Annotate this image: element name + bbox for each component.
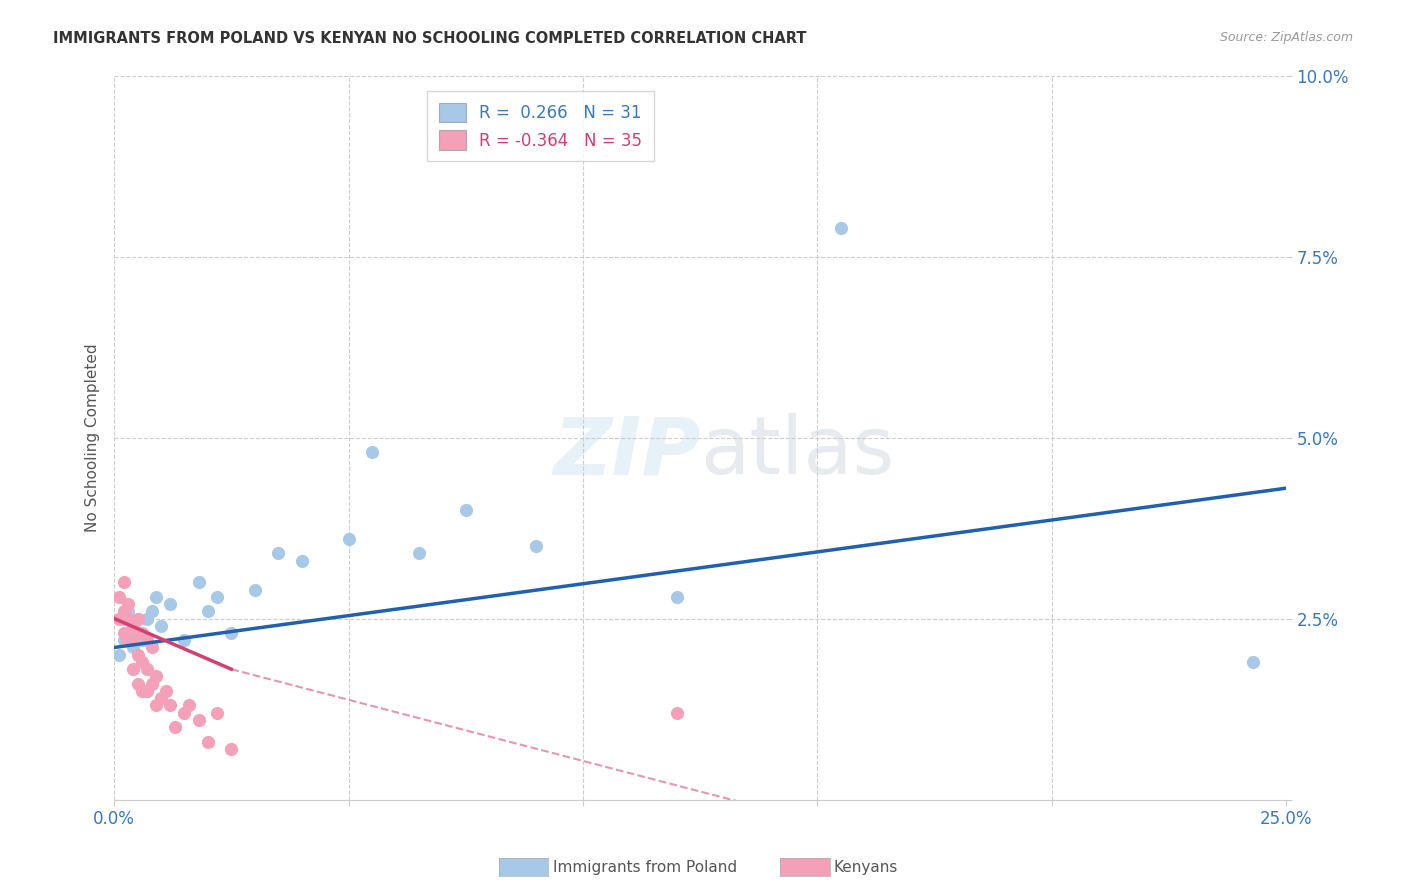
Point xyxy=(136,611,159,625)
Point xyxy=(408,546,430,560)
Point xyxy=(127,626,149,640)
Point xyxy=(179,698,201,713)
Point xyxy=(145,669,167,683)
Point xyxy=(122,633,145,648)
Point xyxy=(131,684,153,698)
Point xyxy=(112,626,135,640)
Point xyxy=(187,713,209,727)
Point xyxy=(1241,655,1264,669)
Point xyxy=(187,575,209,590)
Point xyxy=(150,619,173,633)
Text: ZIP: ZIP xyxy=(553,413,700,491)
Point xyxy=(207,706,229,720)
Point xyxy=(131,655,153,669)
Point xyxy=(155,684,177,698)
Point xyxy=(117,604,139,618)
Point xyxy=(197,604,219,618)
Point xyxy=(108,611,131,625)
Text: Immigrants from Poland: Immigrants from Poland xyxy=(553,861,737,875)
Point xyxy=(136,684,159,698)
Point xyxy=(141,640,163,655)
Point xyxy=(830,220,852,235)
Point xyxy=(117,626,139,640)
Y-axis label: No Schooling Completed: No Schooling Completed xyxy=(86,343,100,532)
Point xyxy=(108,590,131,604)
Point xyxy=(221,742,243,756)
Point xyxy=(122,619,145,633)
Text: Source: ZipAtlas.com: Source: ZipAtlas.com xyxy=(1219,31,1353,45)
Point xyxy=(207,590,229,604)
Point xyxy=(127,611,149,625)
Point xyxy=(221,626,243,640)
Point xyxy=(141,604,163,618)
Point xyxy=(173,706,195,720)
Point xyxy=(665,706,688,720)
Point xyxy=(112,575,135,590)
Point xyxy=(136,633,159,648)
Point xyxy=(127,611,149,625)
Point xyxy=(197,734,219,748)
Point xyxy=(136,662,159,676)
Point xyxy=(127,648,149,662)
Point xyxy=(145,698,167,713)
Point xyxy=(145,590,167,604)
Point xyxy=(524,539,547,553)
Text: Kenyans: Kenyans xyxy=(834,861,898,875)
Point xyxy=(117,611,139,625)
Text: IMMIGRANTS FROM POLAND VS KENYAN NO SCHOOLING COMPLETED CORRELATION CHART: IMMIGRANTS FROM POLAND VS KENYAN NO SCHO… xyxy=(53,31,807,46)
Point xyxy=(117,633,139,648)
Point xyxy=(112,611,135,625)
Point xyxy=(665,590,688,604)
Point xyxy=(141,676,163,690)
Point xyxy=(267,546,290,560)
Point xyxy=(131,626,153,640)
Point xyxy=(361,445,384,459)
Point xyxy=(108,648,131,662)
Point xyxy=(122,662,145,676)
Point xyxy=(150,691,173,706)
Legend: R =  0.266   N = 31, R = -0.364   N = 35: R = 0.266 N = 31, R = -0.364 N = 35 xyxy=(427,91,654,161)
Point xyxy=(291,553,314,567)
Point xyxy=(337,532,360,546)
Point xyxy=(454,503,477,517)
Point xyxy=(122,640,145,655)
Point xyxy=(112,604,135,618)
Point xyxy=(117,597,139,611)
Text: atlas: atlas xyxy=(700,413,894,491)
Point xyxy=(165,720,187,734)
Point xyxy=(173,633,195,648)
Point xyxy=(159,698,181,713)
Point xyxy=(131,633,153,648)
Point xyxy=(122,619,145,633)
Point xyxy=(112,633,135,648)
Point xyxy=(159,597,181,611)
Point xyxy=(127,676,149,690)
Point xyxy=(243,582,266,597)
